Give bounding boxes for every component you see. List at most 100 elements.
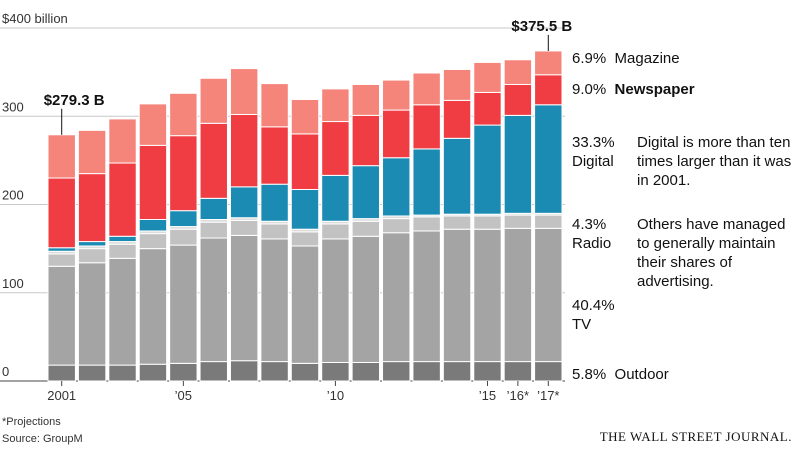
bar-segment-magazine: [260, 83, 289, 128]
bar-segment-digital: [351, 165, 381, 220]
legend-outdoor-name: Outdoor: [614, 366, 669, 383]
bar-segment-magazine: [77, 129, 107, 175]
bar-segment-tv: [199, 237, 228, 363]
bar-segment-newspaper: [108, 162, 137, 237]
legend-digital: 33.3% Digital: [572, 133, 615, 171]
bar-segment-outdoor: [260, 361, 289, 382]
bars: [47, 50, 563, 382]
bar-segment-newspaper: [473, 91, 502, 126]
bar-segment-newspaper: [412, 104, 441, 150]
x-tick-label: ’10: [327, 388, 344, 403]
legend-digital-name: Digital: [572, 153, 614, 170]
bar-segment-tv: [442, 228, 472, 363]
bar-segment-magazine: [108, 118, 137, 164]
note-digital: Digital is more than ten times larger th…: [637, 134, 792, 189]
bar-segment-tv: [473, 228, 502, 363]
total-label: $375.5 B: [511, 18, 572, 35]
bar-segment-outdoor: [138, 363, 168, 382]
legend-tv: 40.4% TV: [572, 296, 615, 334]
bar-segment-newspaper: [169, 135, 198, 212]
bar-segment-magazine: [412, 72, 441, 106]
legend-magazine: 6.9% Magazine: [572, 49, 680, 68]
legend-radio-pct: 4.3%: [572, 216, 607, 233]
bar-segment-magazine: [290, 98, 320, 135]
bar-segment-magazine: [138, 103, 168, 146]
bar-segment-outdoor: [382, 361, 411, 382]
brand-logo: THE WALL STREET JOURNAL.: [599, 429, 792, 444]
bar-segment-other: [229, 219, 259, 236]
bar-segment-tv: [412, 230, 441, 363]
bar-segment-magazine: [169, 92, 198, 137]
bar-segment-magazine: [321, 88, 350, 123]
bar-segment-magazine: [382, 79, 411, 111]
x-tick-label: ’05: [175, 388, 192, 403]
legend-magazine-pct: 6.9%: [572, 50, 607, 67]
bar-segment-digital: [442, 137, 472, 215]
bar-segment-newspaper: [321, 121, 350, 176]
legend-outdoor: 5.8% Outdoor: [572, 365, 669, 384]
bar-segment-outdoor: [47, 364, 76, 382]
bar-segment-newspaper: [503, 83, 533, 116]
bar-segment-tv: [47, 265, 76, 366]
bar-segment-other: [534, 214, 563, 229]
bar-segment-outdoor: [473, 361, 502, 382]
bar-segment-outdoor: [199, 361, 228, 382]
legend-newspaper-pct: 9.0%: [572, 81, 607, 98]
bar-segment-newspaper: [47, 177, 76, 249]
bar-segment-digital: [199, 197, 228, 221]
x-tick-label: 2001: [47, 388, 76, 403]
legend-outdoor-pct: 5.8%: [572, 366, 607, 383]
bar-segment-magazine: [199, 77, 228, 124]
bar-segment-other: [108, 243, 137, 259]
bar-segment-outdoor: [108, 364, 137, 382]
bar-segment-other: [138, 233, 168, 250]
bar-segment-other: [382, 218, 411, 234]
bar-segment-other: [260, 223, 289, 240]
bar-segment-other: [169, 228, 198, 246]
note-others: Others have managed to generally maintai…: [637, 216, 786, 290]
bar-segment-other: [199, 221, 228, 239]
legend-newspaper: 9.0% Newspaper: [572, 80, 695, 99]
bar-segment-digital: [108, 235, 137, 243]
bar-segment-tv: [260, 238, 289, 363]
bar-segment-digital: [47, 247, 76, 252]
legend-newspaper-name: Newspaper: [614, 81, 695, 98]
bar-segment-digital: [382, 157, 411, 217]
y-tick-label: $400 billion: [2, 11, 68, 26]
bar-segment-outdoor: [503, 361, 533, 382]
bar-segment-tv: [351, 235, 381, 363]
footnote-source: Source: GroupM: [2, 433, 83, 445]
bar-segment-other: [503, 214, 533, 229]
bar-segment-magazine: [503, 59, 533, 85]
annotations: $279.3 B $375.5 B: [44, 18, 572, 135]
bar-segment-outdoor: [290, 362, 320, 382]
bar-segment-outdoor: [77, 364, 107, 382]
bar-segment-outdoor: [442, 361, 472, 382]
total-label: $279.3 B: [44, 92, 105, 109]
bar-segment-digital: [321, 174, 350, 222]
legend-tv-name: TV: [572, 316, 592, 333]
bar-segment-other: [321, 223, 350, 240]
y-tick-label: 100: [2, 276, 24, 291]
bar-segment-outdoor: [351, 361, 381, 382]
bar-segment-newspaper: [290, 133, 320, 190]
legend-radio: 4.3% Radio: [572, 215, 611, 253]
bar-segment-other: [47, 253, 76, 267]
bar-segment-outdoor: [412, 361, 441, 382]
bar-segment-other: [351, 220, 381, 237]
bar-segment-digital: [138, 219, 168, 232]
bar-segment-magazine: [229, 68, 259, 115]
bar-segment-magazine: [442, 68, 472, 101]
bar-segment-tv: [108, 257, 137, 366]
bar-segment-digital: [169, 210, 198, 228]
bar-segment-digital: [473, 124, 502, 215]
bar-segment-magazine: [47, 134, 76, 179]
bar-segment-tv: [321, 238, 350, 363]
x-tick-label: ’17*: [537, 388, 559, 403]
bar-segment-digital: [534, 104, 563, 214]
x-tick-label: ’16*: [507, 388, 529, 403]
bar-segment-digital: [229, 186, 259, 219]
x-tick-label: ’15: [479, 388, 496, 403]
legend-tv-pct: 40.4%: [572, 297, 615, 314]
